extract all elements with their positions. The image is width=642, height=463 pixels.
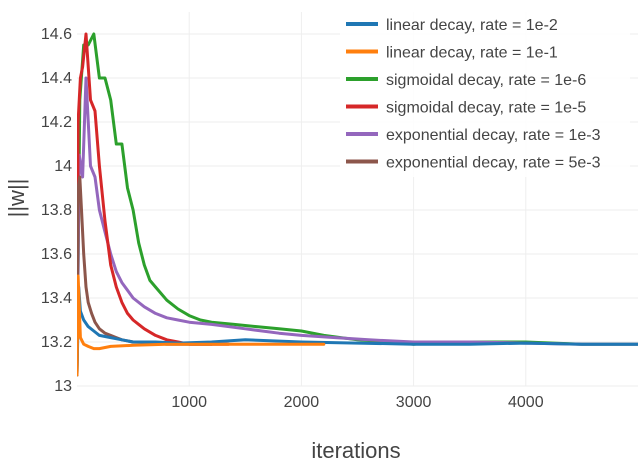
legend-label: sigmoidal decay, rate = 1e-5 (386, 100, 586, 117)
y-tick-label: 13 (54, 378, 72, 395)
x-tick-labels: 1000 2000 3000 4000 (171, 394, 543, 411)
legend-label: linear decay, rate = 1e-2 (386, 17, 558, 34)
y-tick-label: 14 (54, 158, 72, 175)
x-axis-title: iterations (311, 438, 400, 463)
legend: linear decay, rate = 1e-2 linear decay, r… (340, 8, 630, 177)
legend-label: sigmoidal decay, rate = 1e-6 (386, 72, 586, 89)
y-tick-labels: 13 13.2 13.4 13.6 13.8 14 14.2 14.4 14.6 (41, 26, 72, 395)
series-line-2 (77, 274, 326, 377)
y-tick-label: 13.6 (41, 246, 72, 263)
y-tick-label: 13.2 (41, 334, 72, 351)
series-line-1 (77, 285, 638, 377)
legend-label: exponential decay, rate = 5e-3 (386, 155, 601, 172)
series-line-5 (77, 76, 638, 377)
y-axis-title: ||w|| (4, 179, 29, 218)
legend-label: exponential decay, rate = 1e-3 (386, 127, 601, 144)
x-tick-label: 2000 (284, 394, 320, 411)
series-lines (77, 32, 638, 377)
y-tick-label: 14.2 (41, 114, 72, 131)
y-tick-label: 14.4 (41, 70, 72, 87)
x-tick-label: 4000 (508, 394, 544, 411)
y-tick-label: 14.6 (41, 26, 72, 43)
x-tick-label: 3000 (396, 394, 432, 411)
legend-label: linear decay, rate = 1e-1 (386, 45, 558, 62)
legend-background (340, 8, 630, 177)
y-tick-label: 13.4 (41, 290, 72, 307)
x-tick-label: 1000 (171, 394, 207, 411)
y-tick-label: 13.8 (41, 202, 72, 219)
